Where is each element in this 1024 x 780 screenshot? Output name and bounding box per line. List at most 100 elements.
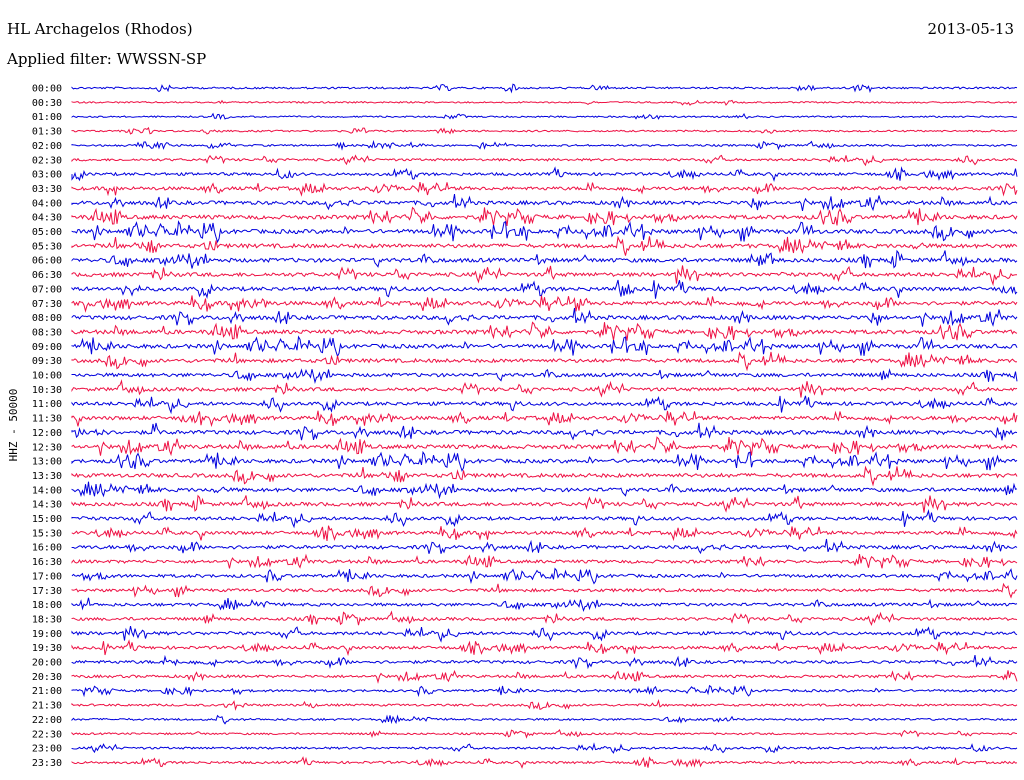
trace-line bbox=[71, 295, 1018, 313]
row-label: 19:00 bbox=[32, 629, 62, 640]
row-label: 21:30 bbox=[32, 701, 62, 712]
row-label: 22:30 bbox=[32, 729, 62, 740]
trace-line bbox=[71, 684, 1018, 698]
row-label: 09:30 bbox=[32, 356, 62, 367]
trace-line bbox=[71, 307, 1018, 327]
trace-line bbox=[71, 436, 1018, 457]
trace-line bbox=[71, 368, 1018, 384]
trace-line bbox=[71, 494, 1018, 513]
trace-line bbox=[71, 465, 1018, 487]
trace-line bbox=[71, 525, 1018, 542]
row-label: 05:00 bbox=[32, 227, 62, 238]
trace-line bbox=[71, 321, 1018, 341]
row-label: 15:30 bbox=[32, 528, 62, 539]
row-label: 03:30 bbox=[32, 184, 62, 195]
row-label: 17:30 bbox=[32, 586, 62, 597]
row-label: 13:30 bbox=[32, 471, 62, 482]
trace-line bbox=[71, 509, 1018, 529]
row-label: 04:00 bbox=[32, 198, 62, 209]
trace-line bbox=[71, 220, 1018, 244]
trace-line bbox=[71, 553, 1018, 569]
trace-line bbox=[71, 194, 1018, 212]
row-label: 01:30 bbox=[32, 127, 62, 138]
trace-line bbox=[71, 112, 1018, 121]
trace-line bbox=[71, 714, 1018, 725]
row-label: 23:30 bbox=[32, 758, 62, 769]
trace-line bbox=[71, 335, 1018, 358]
row-label: 18:00 bbox=[32, 600, 62, 611]
row-label: 11:30 bbox=[32, 414, 62, 425]
trace-line bbox=[71, 450, 1018, 472]
trace-line bbox=[71, 669, 1018, 684]
trace-line bbox=[71, 654, 1018, 670]
row-label: 00:00 bbox=[32, 84, 62, 95]
trace-line bbox=[71, 567, 1018, 585]
row-labels: 00:00 00:30 01:00 01:30 02:00 02:30 03:00 03:30… bbox=[32, 84, 62, 769]
y-axis-label: HHZ - 50000 bbox=[7, 389, 20, 462]
row-label: 13:00 bbox=[32, 457, 62, 468]
row-label: 15:00 bbox=[32, 514, 62, 525]
trace-line bbox=[71, 729, 1018, 739]
row-label: 19:30 bbox=[32, 643, 62, 654]
trace-line bbox=[71, 166, 1018, 183]
trace-line bbox=[71, 249, 1018, 269]
row-label: 20:00 bbox=[32, 658, 62, 669]
trace-line bbox=[71, 154, 1018, 167]
row-label: 04:30 bbox=[32, 213, 62, 224]
trace-line bbox=[71, 582, 1018, 599]
trace-line bbox=[71, 597, 1018, 613]
row-label: 16:30 bbox=[32, 557, 62, 568]
trace-line bbox=[71, 235, 1018, 256]
row-label: 22:00 bbox=[32, 715, 62, 726]
row-label: 12:00 bbox=[32, 428, 62, 439]
row-label: 10:00 bbox=[32, 371, 62, 382]
row-label: 01:00 bbox=[32, 112, 62, 123]
row-label: 20:30 bbox=[32, 672, 62, 683]
trace-line bbox=[71, 756, 1018, 769]
trace-line bbox=[71, 538, 1018, 555]
trace-line bbox=[71, 351, 1018, 372]
trace-line bbox=[71, 639, 1018, 657]
trace-line bbox=[71, 83, 1018, 94]
row-label: 09:00 bbox=[32, 342, 62, 353]
trace-line bbox=[71, 625, 1018, 643]
row-label: 21:00 bbox=[32, 686, 62, 697]
trace-line bbox=[71, 279, 1018, 300]
row-label: 12:30 bbox=[32, 442, 62, 453]
date-label: 2013-05-13 bbox=[927, 20, 1014, 38]
trace-line bbox=[71, 481, 1018, 500]
row-label: 14:30 bbox=[32, 500, 62, 511]
row-label: 23:00 bbox=[32, 744, 62, 755]
trace-line bbox=[71, 410, 1018, 428]
row-label: 08:00 bbox=[32, 313, 62, 324]
trace-line bbox=[71, 181, 1018, 197]
row-label: 18:30 bbox=[32, 614, 62, 625]
trace-line bbox=[71, 206, 1018, 226]
filter-label: Applied filter: WWSSN-SP bbox=[7, 50, 207, 68]
trace-line bbox=[71, 742, 1018, 754]
trace-line bbox=[71, 99, 1018, 106]
trace-line bbox=[71, 139, 1018, 151]
row-label: 08:30 bbox=[32, 327, 62, 338]
row-label: 11:00 bbox=[32, 399, 62, 410]
trace-line bbox=[71, 379, 1018, 398]
row-label: 07:30 bbox=[32, 299, 62, 310]
row-label: 14:00 bbox=[32, 485, 62, 496]
trace-line bbox=[71, 126, 1018, 135]
row-label: 02:30 bbox=[32, 155, 62, 166]
row-label: 06:00 bbox=[32, 256, 62, 267]
trace-line bbox=[71, 698, 1018, 711]
row-label: 00:30 bbox=[32, 98, 62, 109]
row-label: 06:30 bbox=[32, 270, 62, 281]
row-label: 03:00 bbox=[32, 170, 62, 181]
trace-line bbox=[71, 422, 1018, 441]
row-label: 17:00 bbox=[32, 571, 62, 582]
station-title: HL Archagelos (Rhodos) bbox=[7, 20, 193, 38]
row-label: 05:30 bbox=[32, 241, 62, 252]
row-label: 16:00 bbox=[32, 543, 62, 554]
row-label: 07:00 bbox=[32, 284, 62, 295]
row-label: 10:30 bbox=[32, 385, 62, 396]
traces bbox=[71, 83, 1018, 769]
trace-line bbox=[71, 610, 1018, 626]
